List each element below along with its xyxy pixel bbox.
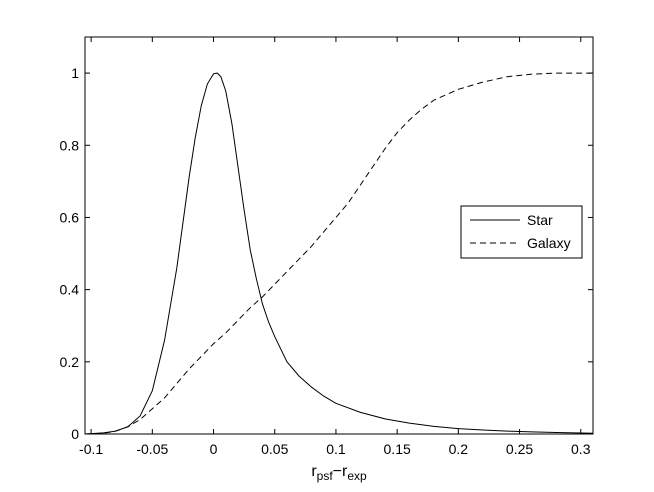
y-tick-label: 0.4: [60, 282, 80, 298]
x-axis-label-sub-psf: psf: [317, 469, 334, 483]
series-layer: [84, 72, 594, 435]
legend-galaxy-label: Galaxy: [527, 235, 571, 251]
x-tick-label: 0.05: [261, 441, 288, 457]
x-tick-label: 0: [210, 441, 218, 457]
y-tick-label: 0.6: [60, 209, 80, 225]
x-axis-label: rpsf−rexp: [311, 463, 367, 483]
legend-box: [460, 205, 583, 259]
x-axis-label-r1: r: [311, 463, 317, 480]
x-axis-label-r2: r: [342, 463, 348, 480]
x-tick-label: -0.1: [79, 441, 103, 457]
x-tick-label: 0.15: [384, 441, 411, 457]
ticks-layer: -0.1 -0.05 0 0.05 0.1 0.15 0.2 0.25 0.3 0 0.2 0.4 0.…: [60, 37, 593, 457]
x-tick-label: 0.3: [571, 441, 591, 457]
x-tick-label: 0.2: [449, 441, 469, 457]
x-tick-label: 0.1: [326, 441, 346, 457]
x-axis-label-dash: −: [333, 463, 342, 480]
legend-star-label: Star: [527, 212, 553, 228]
y-tick-label: 0.8: [60, 137, 80, 153]
legend: Star Galaxy: [460, 205, 583, 259]
plot-area-frame: [84, 36, 594, 435]
x-axis-label-sub-exp: exp: [347, 469, 367, 483]
y-tick-label: 0: [71, 426, 79, 442]
x-tick-label: 0.25: [506, 441, 533, 457]
y-tick-label: 0.2: [60, 354, 80, 370]
series-line-star: [84, 72, 594, 435]
series-line-galaxy: [84, 72, 593, 435]
y-tick-label: 1: [71, 65, 79, 81]
x-tick-label: -0.05: [136, 441, 168, 457]
